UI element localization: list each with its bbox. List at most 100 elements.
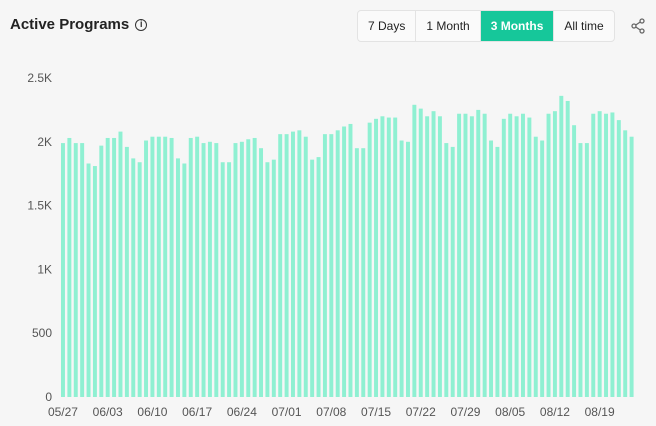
chart-bar[interactable] [182, 163, 187, 397]
chart-bar[interactable] [297, 130, 302, 397]
range-all-time-button[interactable]: All time [553, 11, 613, 41]
chart-bar[interactable] [176, 158, 180, 397]
chart-bar[interactable] [271, 159, 276, 397]
chart-bar[interactable] [80, 143, 85, 397]
chart-bar[interactable] [137, 162, 142, 397]
chart-bar[interactable] [220, 162, 225, 397]
chart-bar[interactable] [214, 143, 219, 397]
chart-bar[interactable] [629, 136, 634, 397]
chart-bar[interactable] [105, 137, 110, 397]
chart-bar[interactable] [406, 141, 410, 397]
chart-bar[interactable] [163, 136, 168, 397]
chart-bar[interactable] [450, 146, 455, 397]
chart-bar[interactable] [61, 143, 65, 397]
y-tick-label: 2.5K [27, 71, 52, 85]
chart-bar[interactable] [386, 117, 391, 397]
chart-bar[interactable] [86, 163, 91, 397]
chart-bar[interactable] [597, 111, 602, 398]
chart-bar[interactable] [412, 104, 417, 398]
chart-bar[interactable] [233, 143, 238, 397]
chart-bar[interactable] [431, 111, 436, 398]
chart-bar[interactable] [252, 137, 257, 397]
chart-bar[interactable] [501, 118, 506, 397]
chart-bar[interactable] [591, 113, 596, 397]
chart-bar[interactable] [367, 122, 372, 397]
chart-bar[interactable] [207, 141, 212, 397]
chart-bar[interactable] [540, 140, 545, 397]
chart-bar[interactable] [565, 100, 570, 397]
chart-bar[interactable] [437, 116, 442, 397]
chart-bar[interactable] [169, 137, 174, 397]
chart-bar[interactable] [584, 143, 589, 397]
chart-bar[interactable] [476, 109, 481, 398]
chart-bar[interactable] [156, 136, 161, 397]
chart-bar[interactable] [616, 120, 621, 398]
chart-bar[interactable] [393, 117, 398, 397]
chart-bar[interactable] [278, 134, 283, 397]
chart-bar[interactable] [124, 146, 129, 397]
chart-bar[interactable] [552, 111, 557, 398]
info-icon[interactable]: i [135, 18, 148, 31]
chart-bar[interactable] [67, 137, 72, 397]
chart-bar[interactable] [303, 136, 308, 397]
chart-bar[interactable] [239, 141, 244, 397]
chart-bar[interactable] [348, 123, 353, 397]
chart-bar[interactable] [559, 95, 564, 398]
chart-bar[interactable] [259, 148, 264, 397]
chart-bar[interactable] [246, 139, 251, 397]
chart-bar[interactable] [604, 113, 609, 397]
chart-bar[interactable] [92, 166, 97, 397]
chart-bar[interactable] [201, 143, 206, 397]
chart-bar[interactable] [463, 113, 468, 397]
chart-bar[interactable] [489, 140, 494, 397]
chart-bar[interactable] [533, 136, 538, 397]
chart-bar[interactable] [572, 125, 577, 398]
chart-bar[interactable] [469, 116, 474, 397]
x-tick-label: 05/27 [48, 405, 78, 419]
chart-bar[interactable] [342, 126, 347, 398]
y-tick-label: 1K [37, 262, 52, 276]
x-tick-label: 07/01 [272, 405, 302, 419]
chart-bar[interactable] [322, 134, 327, 397]
chart-bar[interactable] [361, 148, 366, 397]
chart-bar[interactable] [118, 131, 123, 397]
chart-bar[interactable] [457, 113, 462, 397]
range-7-days-button[interactable]: 7 Days [368, 19, 406, 33]
chart-bar[interactable] [521, 113, 525, 397]
chart-bar[interactable] [150, 136, 155, 397]
chart-bar[interactable] [195, 136, 200, 397]
range-1-month-button[interactable]: 1 Month [415, 11, 479, 41]
chart-bar[interactable] [291, 131, 295, 397]
chart-bar[interactable] [444, 143, 449, 397]
chart-bar[interactable] [514, 116, 519, 397]
chart-bar[interactable] [399, 140, 404, 397]
chart-bar[interactable] [374, 118, 379, 397]
chart-bar[interactable] [227, 162, 232, 397]
range-3-months-button[interactable]: 3 Months [479, 11, 554, 41]
chart-bar[interactable] [265, 162, 270, 397]
chart-bar[interactable] [610, 112, 615, 397]
chart-bar[interactable] [418, 108, 423, 398]
chart-bar[interactable] [425, 116, 430, 397]
chart-bar[interactable] [482, 113, 487, 397]
chart-bar[interactable] [623, 130, 628, 397]
chart-bar[interactable] [354, 148, 359, 397]
chart-bar[interactable] [508, 113, 513, 397]
chart-bar[interactable] [188, 137, 193, 397]
chart-bar[interactable] [316, 157, 321, 397]
chart-bar[interactable] [99, 145, 104, 397]
share-icon[interactable] [630, 18, 646, 34]
chart-bar[interactable] [495, 146, 500, 397]
chart-bar[interactable] [335, 130, 340, 397]
chart-bar[interactable] [112, 137, 117, 397]
chart-bar[interactable] [73, 143, 78, 397]
chart-bar[interactable] [144, 140, 149, 397]
chart-bar[interactable] [329, 134, 334, 397]
chart-bar[interactable] [131, 158, 136, 397]
chart-bar[interactable] [284, 134, 289, 397]
chart-bar[interactable] [380, 116, 385, 397]
chart-bar[interactable] [578, 143, 583, 397]
chart-bar[interactable] [546, 113, 551, 397]
chart-bar[interactable] [527, 117, 532, 397]
chart-bar[interactable] [310, 159, 315, 397]
